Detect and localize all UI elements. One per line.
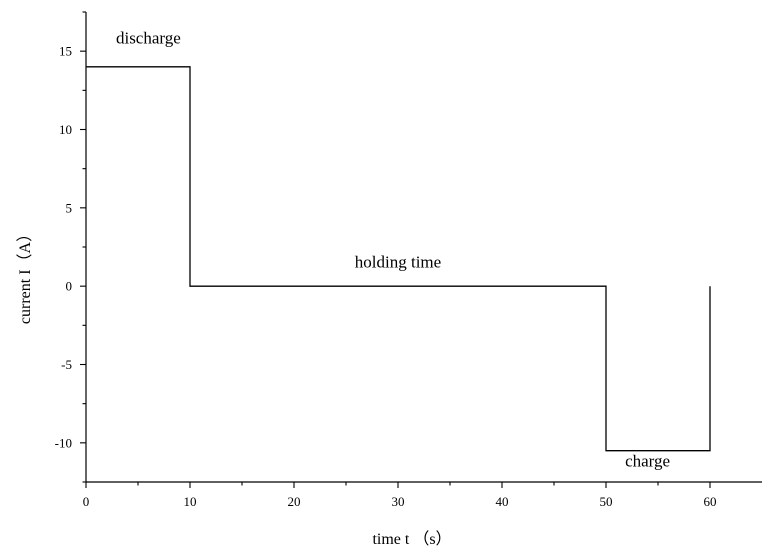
x-tick-label: 10: [184, 494, 197, 509]
x-tick-label: 50: [600, 494, 613, 509]
x-tick-label: 0: [83, 494, 90, 509]
current-series-line: [86, 66, 711, 452]
annotation-label: charge: [625, 451, 670, 470]
y-axis-title: current I（A）: [16, 226, 34, 324]
x-axis-title: time t （s）: [372, 530, 451, 548]
y-tick-label: -5: [61, 357, 72, 372]
x-tick-label: 60: [704, 494, 717, 509]
tick-label-group: 0 10 20 30 40 50 60 -10 -5 0 5 10 15: [55, 44, 717, 509]
x-tick-label: 20: [288, 494, 301, 509]
x-tick-label: 40: [496, 494, 509, 509]
y-tick-label: 10: [59, 122, 72, 137]
y-tick-label: -10: [55, 435, 72, 450]
y-tick-label: 15: [59, 44, 72, 59]
y-tick-label: 5: [66, 200, 73, 215]
x-tick-label: 30: [392, 494, 405, 509]
annotation-group: discharge holding time charge: [116, 28, 670, 470]
annotation-label: holding time: [355, 252, 441, 271]
tick-group: [80, 11, 711, 488]
y-tick-label: 0: [66, 279, 73, 294]
annotation-label: discharge: [116, 28, 181, 47]
